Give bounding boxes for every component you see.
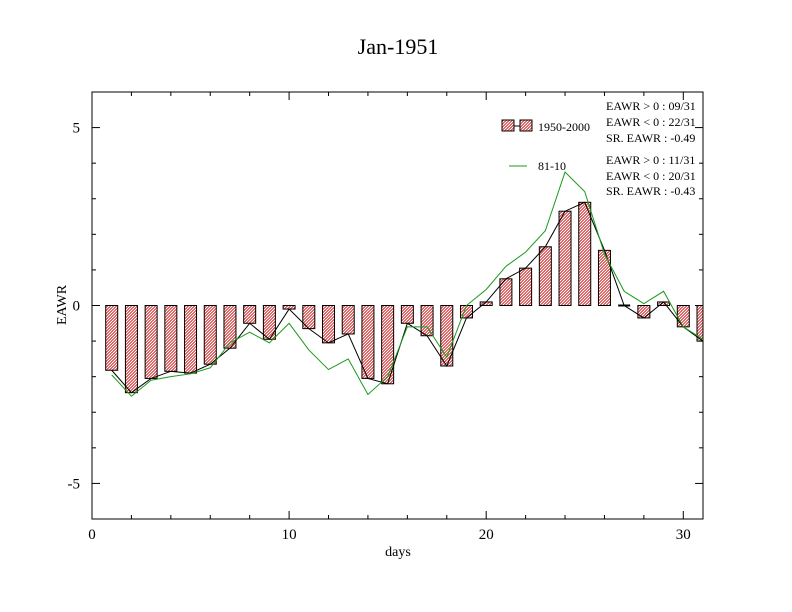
x-tick-label: 30 — [676, 527, 691, 543]
bar — [105, 305, 119, 371]
x-axis-label: days — [385, 545, 411, 560]
y-axis-label: EAWR — [55, 284, 70, 325]
bar — [164, 305, 178, 372]
bar — [361, 305, 375, 379]
bar — [184, 305, 198, 374]
bar — [519, 267, 533, 307]
axis-ticks: 0 10 20 30 5 0 -5 — [68, 91, 703, 543]
stat-bar-negative: EAWR < 0 : 22/31 — [606, 115, 696, 129]
y-tick-label: -5 — [68, 476, 81, 492]
bar — [420, 305, 434, 337]
bar — [223, 305, 237, 349]
x-tick-label: 0 — [88, 527, 96, 543]
bar — [558, 210, 572, 306]
bar — [400, 305, 414, 324]
legend-swatch-bar-right — [519, 119, 533, 132]
bar — [499, 278, 513, 306]
stat-bar-positive: EAWR > 0 : 09/31 — [606, 99, 696, 113]
x-tick-label: 20 — [479, 527, 494, 543]
stat-bar-sr: SR. EAWR : -0.49 — [606, 131, 695, 145]
bar — [696, 305, 704, 342]
y-tick-label: 0 — [73, 299, 81, 315]
line-series — [111, 171, 704, 397]
bar — [144, 305, 158, 379]
bar — [322, 305, 336, 344]
bar — [676, 305, 690, 328]
bar — [243, 305, 257, 324]
bar-series-connector-line — [111, 201, 704, 394]
legend-swatch-bar-left — [501, 119, 515, 132]
chart-title: Jan-1951 — [358, 34, 439, 59]
bar — [124, 305, 138, 394]
bar — [262, 305, 276, 340]
legend-label-bar: 1950-2000 — [538, 120, 590, 134]
y-tick-label: 5 — [73, 121, 81, 137]
stat-line-sr: SR. EAWR : -0.43 — [606, 184, 695, 198]
legend: 1950-2000 81-10 — [501, 119, 590, 173]
bar — [203, 305, 217, 365]
bar — [597, 249, 611, 307]
line-series-81-10 — [111, 171, 704, 397]
bar — [341, 305, 355, 335]
stat-line-positive: EAWR > 0 : 11/31 — [606, 153, 695, 167]
bar-series — [105, 201, 704, 394]
bar — [578, 201, 592, 306]
bar — [538, 246, 552, 307]
stat-line-negative: EAWR < 0 : 20/31 — [606, 169, 696, 183]
x-tick-label: 10 — [282, 527, 297, 543]
legend-label-line: 81-10 — [538, 159, 566, 173]
bar — [637, 305, 651, 319]
stats-block: EAWR > 0 : 09/31 EAWR < 0 : 22/31 SR. EA… — [606, 99, 696, 198]
